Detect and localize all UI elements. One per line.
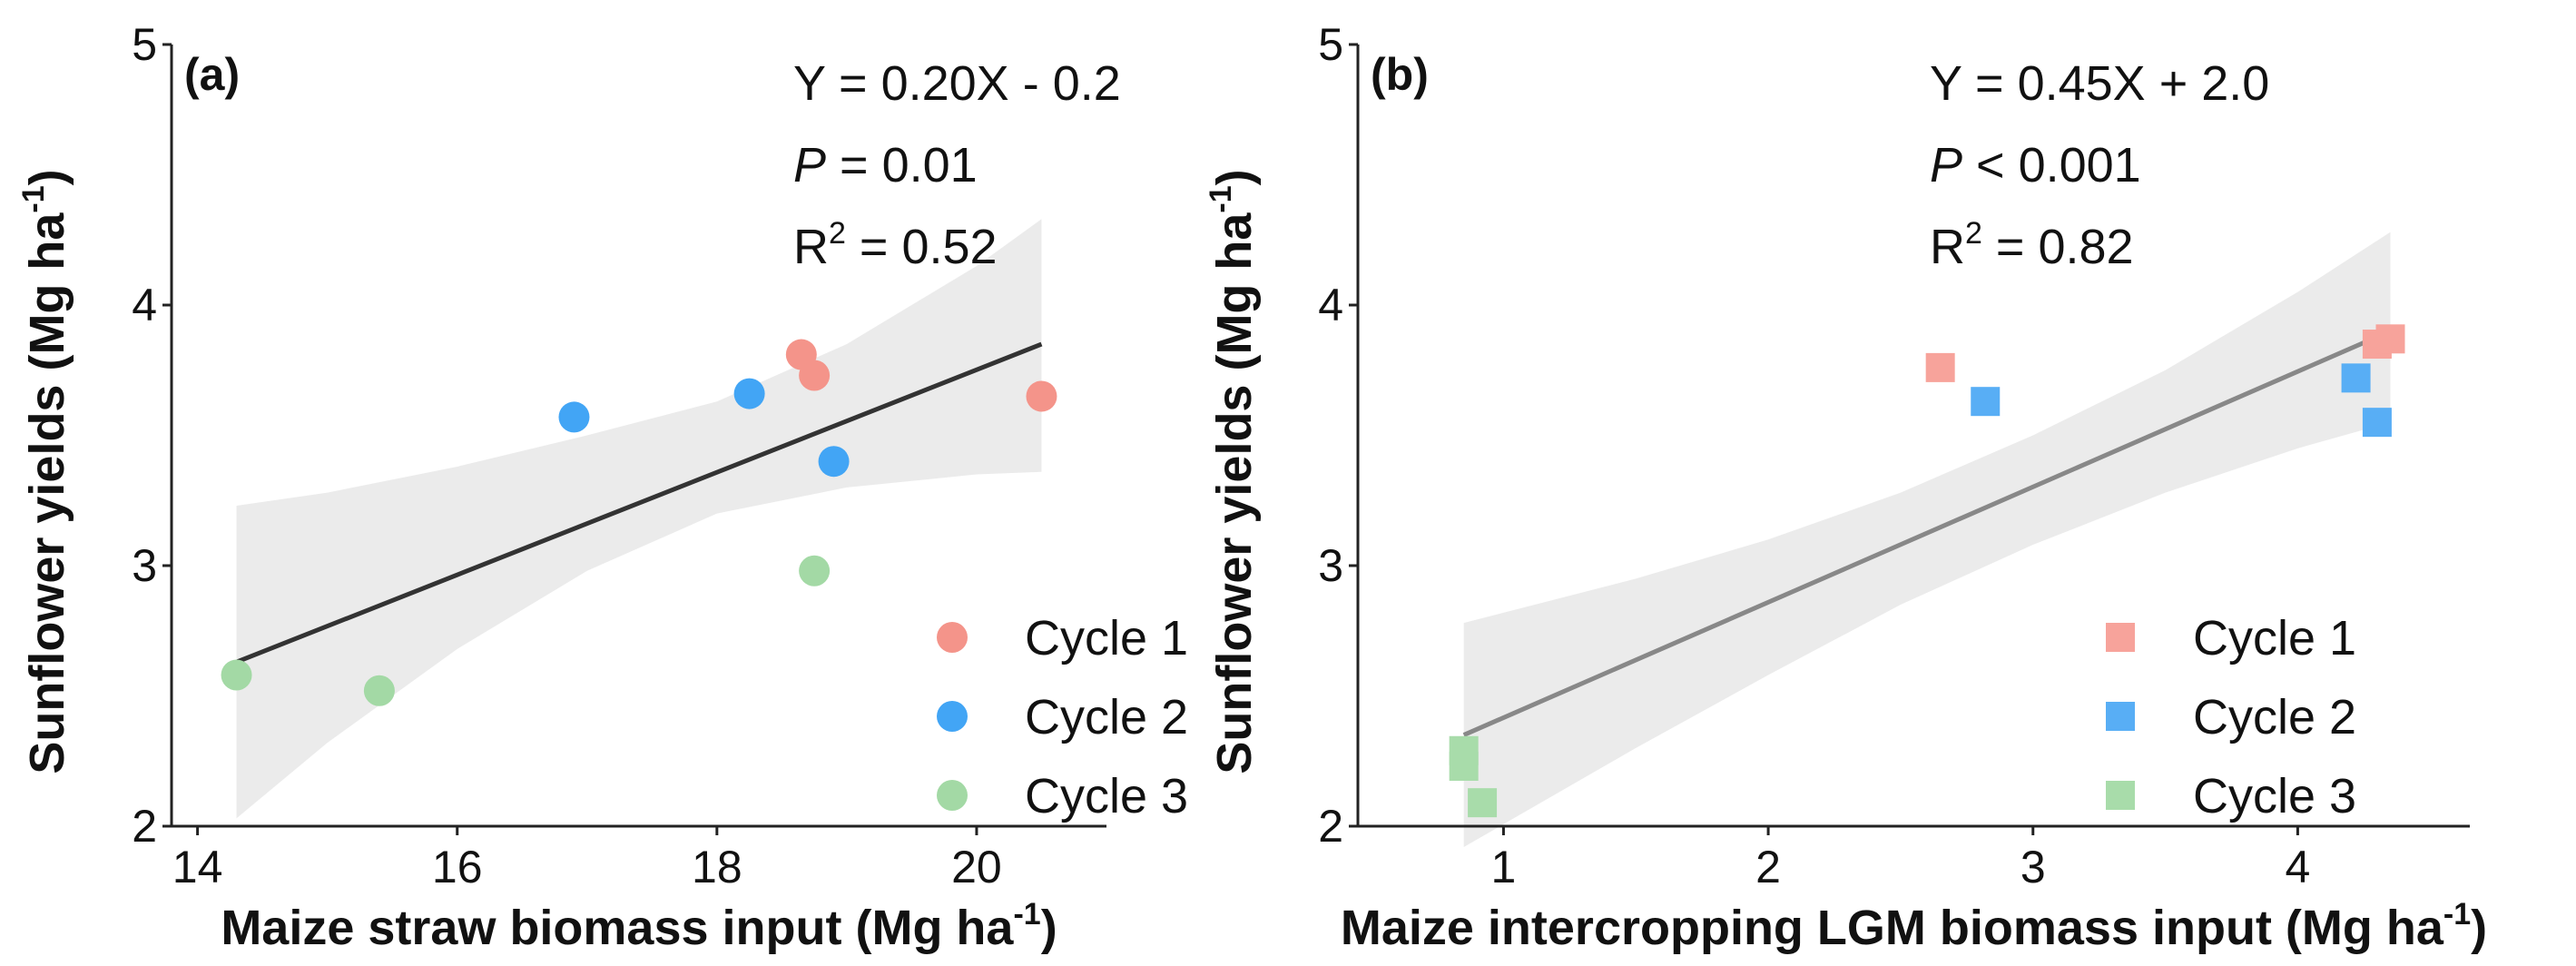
p-label: P (793, 138, 826, 192)
x-axis-title-sup: -1 (1013, 897, 1040, 932)
legend-marker (937, 780, 968, 811)
y-axis-title-sup: -1 (1204, 185, 1238, 212)
data-point (1971, 387, 2001, 417)
x-axis-title: Maize intercropping LGM biomass input (M… (1341, 897, 2487, 955)
legend-marker (937, 701, 968, 732)
y-axis-title-close: ) (20, 169, 74, 185)
p-value-text: < 0.001 (1962, 138, 2141, 192)
data-point (1449, 751, 1479, 781)
x-tick-label: 1 (1491, 842, 1517, 892)
legend-label: Cycle 2 (1025, 690, 1188, 744)
r-squared: R2 = 0.52 (793, 216, 998, 274)
x-axis-title-close: ) (1041, 901, 1057, 955)
y-tick-label: 2 (132, 801, 157, 852)
legend-marker (2106, 702, 2135, 731)
x-tick-label: 18 (692, 842, 742, 892)
y-tick-label: 4 (1318, 280, 1343, 330)
data-point (1925, 352, 1955, 382)
legend-label: Cycle 3 (2193, 769, 2356, 823)
r2-sup: 2 (1965, 216, 1982, 251)
data-point (799, 555, 831, 586)
x-axis-title-close: ) (2471, 901, 2487, 955)
legend-marker (937, 622, 968, 653)
confidence-band (236, 219, 1042, 819)
y-tick-label: 5 (1318, 19, 1343, 70)
data-point (2341, 363, 2371, 393)
data-point (2362, 408, 2392, 438)
x-axis-title-sup: -1 (2443, 897, 2471, 932)
legend-label: Cycle 1 (1025, 611, 1188, 665)
regression-equation: Y = 0.45X + 2.0 (1930, 56, 2269, 111)
x-tick-label: 3 (2020, 842, 2046, 892)
p-value: P = 0.01 (793, 138, 978, 192)
data-point (558, 401, 590, 433)
y-tick-label: 2 (1318, 801, 1343, 852)
r-squared: R2 = 0.82 (1930, 216, 2134, 274)
legend-marker (2106, 623, 2135, 652)
r2-sup: 2 (829, 216, 846, 251)
legend-label: Cycle 1 (2193, 611, 2356, 665)
data-point (221, 659, 252, 691)
y-tick-label: 3 (132, 540, 157, 591)
x-tick-label: 20 (951, 842, 1002, 892)
legend-label: Cycle 3 (1025, 769, 1188, 823)
x-tick-label: 2 (1755, 842, 1781, 892)
r2-value: = 0.52 (846, 220, 998, 274)
legend-label: Cycle 2 (2193, 690, 2356, 744)
r2-label: R (1930, 220, 1965, 274)
r2-value: = 0.82 (1982, 220, 2134, 274)
y-axis-title-sup: -1 (16, 185, 51, 212)
legend-marker (2106, 781, 2135, 810)
data-point (818, 446, 850, 478)
x-tick-label: 16 (432, 842, 483, 892)
panel-label: (b) (1371, 49, 1429, 100)
x-tick-label: 4 (2286, 842, 2311, 892)
y-tick-label: 3 (1318, 540, 1343, 591)
confidence-band (1463, 232, 2391, 847)
p-value: P < 0.001 (1930, 138, 2141, 192)
y-axis-title-close: ) (1207, 169, 1262, 185)
data-point (733, 378, 765, 409)
y-tick-label: 4 (132, 280, 157, 330)
regression-line (235, 341, 1043, 665)
regression-equation: Y = 0.20X - 0.2 (793, 56, 1121, 111)
panel-label: (a) (184, 49, 240, 100)
data-point (1026, 380, 1057, 412)
y-axis-title: Sunflower yields (Mg ha-1) (1204, 169, 1262, 774)
data-point (799, 360, 831, 391)
data-point (1468, 788, 1498, 818)
y-tick-label: 5 (132, 19, 157, 70)
r2-label: R (793, 220, 829, 274)
p-label: P (1930, 138, 1962, 192)
x-axis-title: Maize straw biomass input (Mg ha-1) (221, 897, 1057, 955)
regression-line (1462, 329, 2392, 737)
x-tick-label: 14 (172, 842, 223, 892)
p-value-text: = 0.01 (826, 138, 978, 192)
data-point (363, 675, 395, 706)
y-axis-title: Sunflower yields (Mg ha-1) (16, 169, 74, 774)
data-point (2375, 324, 2405, 354)
